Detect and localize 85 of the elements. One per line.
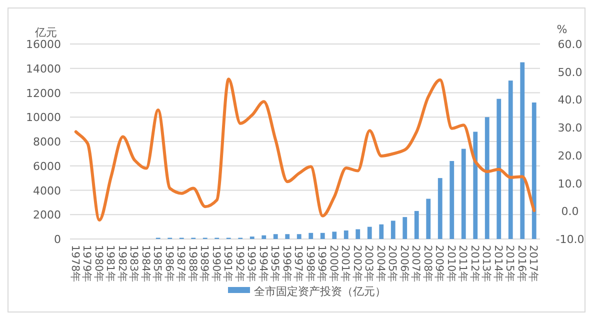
bar (520, 62, 525, 239)
x-tick-label: 1989年 (198, 245, 210, 283)
x-tick-label: 1978年 (68, 245, 81, 283)
bar (508, 80, 513, 239)
x-tick-label: 1991年 (222, 245, 234, 283)
x-tick-label: 2004年 (374, 245, 386, 283)
x-tick-label: 2013年 (480, 245, 492, 283)
x-tick-label: 1987年 (174, 245, 187, 283)
x-tick-label: 2010年 (444, 245, 457, 283)
x-tick-label: 2006年 (398, 245, 410, 283)
y-tick-label: 4000 (33, 184, 61, 198)
y-tick-label: 2000 (33, 208, 61, 222)
x-tick-label: 2009年 (433, 245, 446, 283)
x-tick-label: 2005年 (386, 245, 398, 283)
x-tick-label: 1979年 (80, 245, 93, 283)
bar (390, 220, 396, 239)
x-tick-label: 1984年 (139, 245, 152, 283)
bar (450, 161, 454, 239)
y-tick-label: 8000 (33, 136, 61, 148)
x-tick-label: 1993年 (245, 245, 258, 283)
bar (367, 226, 372, 239)
bar (426, 198, 431, 239)
x-tick-label: 2001年 (339, 245, 352, 283)
bar (320, 232, 325, 239)
x-tick-label: 1990年 (210, 245, 222, 283)
x-tick-label: 1983年 (128, 245, 140, 283)
y2-tick-label: 10.0 (558, 177, 582, 190)
bar (262, 235, 266, 239)
bar (285, 234, 290, 239)
y-tick-label: 14000 (26, 62, 61, 76)
y-tick-label: 16000 (26, 38, 61, 51)
x-tick-label: 2008年 (421, 245, 434, 283)
x-tick-label: 1999年 (316, 245, 328, 283)
y2-tick-label: 50.0 (558, 66, 582, 79)
x-tick-label: 2012年 (468, 245, 480, 283)
x-tick-label: 2000年 (327, 245, 340, 283)
y-axis-title: 亿元 (34, 26, 57, 39)
y2-tick-label: 30.0 (558, 122, 582, 135)
y-tick-label: 10000 (26, 111, 61, 124)
bar (356, 229, 360, 239)
bar (308, 232, 314, 239)
x-tick-label: 1988年 (186, 245, 198, 283)
y2-tick-label: 60.0 (558, 38, 582, 51)
bar (414, 210, 419, 239)
x-tick-label: 1994年 (256, 245, 269, 283)
bar (473, 132, 478, 239)
y2-tick-label: 0.0 (561, 205, 579, 218)
bar (461, 148, 466, 239)
line-series (74, 78, 536, 222)
x-tick-label: 1982年 (116, 245, 128, 283)
y2-axis-title: % (556, 23, 568, 36)
bar (402, 217, 408, 239)
x-tick-label: 1997年 (292, 245, 304, 283)
x-tick-label: 1986年 (162, 245, 175, 283)
x-tick-label: 1995年 (268, 245, 281, 283)
bar (496, 98, 502, 239)
y2-tick-label: -10.0 (556, 233, 584, 246)
bar (379, 224, 384, 239)
x-tick-label: 2014年 (492, 245, 504, 283)
x-tick-label: 1998年 (304, 245, 316, 283)
y2-tick-label: 20.0 (558, 149, 582, 162)
x-tick-label: 1985年 (151, 245, 164, 283)
x-tick-label: 2003年 (362, 245, 375, 283)
x-tick-label: 2015年 (504, 245, 516, 283)
legend-label: 全市固定资产投资（亿元） (254, 285, 386, 298)
y-tick-label: 12000 (26, 86, 61, 100)
x-tick-label: 1981年 (104, 245, 116, 283)
bar (438, 178, 442, 239)
x-tick-label: 1996年 (280, 245, 292, 283)
bar (332, 232, 337, 239)
x-tick-label: 2016年 (515, 245, 528, 283)
x-tick-label: 1992年 (233, 245, 246, 283)
y-tick-label: 0 (54, 233, 61, 246)
bar (296, 234, 302, 239)
y-tick-label: 6000 (33, 160, 61, 173)
bar (273, 234, 278, 239)
x-tick-label: 1980年 (92, 245, 104, 283)
y2-tick-label: 40.0 (558, 94, 582, 107)
x-tick-label: 2002年 (350, 245, 363, 283)
bar (484, 117, 490, 239)
x-tick-label: 2017年 (527, 245, 540, 283)
bar (344, 230, 348, 239)
x-tick-label: 2007年 (410, 245, 422, 283)
x-tick-label: 2011年 (456, 245, 469, 283)
bar (532, 102, 536, 239)
